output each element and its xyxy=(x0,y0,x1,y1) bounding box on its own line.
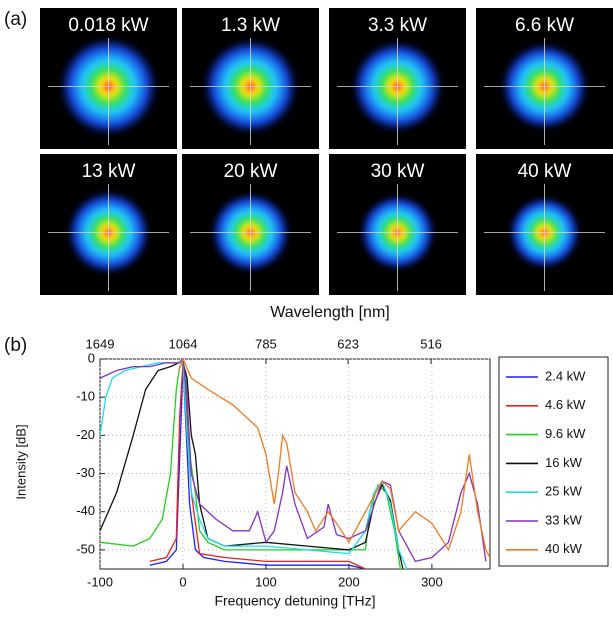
x2-axis-title: Wavelength [nm] xyxy=(270,304,389,321)
x-tick-label: 200 xyxy=(338,574,360,589)
beam-image: 1.3 kW xyxy=(182,8,319,149)
image-label: 40 kW xyxy=(518,161,572,182)
beam-image: 20 kW xyxy=(182,154,319,295)
y-axis-title: Intensity [dB] xyxy=(13,424,28,499)
panel-label: (b) xyxy=(4,335,27,356)
x-tick-label: 0 xyxy=(179,574,186,589)
beam-image: 13 kW xyxy=(40,154,177,295)
series-line xyxy=(100,362,404,569)
x-tick-label: 300 xyxy=(421,574,443,589)
beam-image: 40 kW xyxy=(476,154,613,295)
series-line xyxy=(100,362,408,569)
image-label: 20 kW xyxy=(224,161,278,182)
y-tick-label: -10 xyxy=(76,389,95,404)
beam-image: 30 kW xyxy=(329,154,466,295)
image-label: 0.018 kW xyxy=(68,15,148,36)
legend-box xyxy=(498,356,609,567)
legend-label: 33 kW xyxy=(545,512,583,527)
x2-tick-label: 516 xyxy=(420,336,442,351)
x-tick-label: 100 xyxy=(255,574,277,589)
y-tick-label: -20 xyxy=(76,427,95,442)
legend-label: 16 kW xyxy=(545,455,583,470)
legend-label: 4.6 kW xyxy=(545,397,586,412)
x2-tick-label: 785 xyxy=(255,336,277,351)
y-tick-label: -30 xyxy=(76,465,95,480)
plot-area xyxy=(100,359,490,569)
x-tick-label: -100 xyxy=(87,574,113,589)
beam-image: 3.3 kW xyxy=(329,8,466,149)
legend-label: 25 kW xyxy=(545,484,583,499)
x2-tick-label: 623 xyxy=(337,336,359,351)
x2-tick-label: 1064 xyxy=(169,336,198,351)
image-label: 1.3 kW xyxy=(221,15,280,36)
x2-tick-label: 1649 xyxy=(86,336,115,351)
beam-image: 6.6 kW xyxy=(476,8,613,149)
y-tick-label: -40 xyxy=(76,503,95,518)
beam-image: 0.018 kW xyxy=(40,8,177,149)
legend-label: 9.6 kW xyxy=(545,426,586,441)
series-line xyxy=(149,362,366,569)
x-axis-title: Frequency detuning [THz] xyxy=(214,593,375,609)
panel-label: (a) xyxy=(4,9,27,30)
legend-label: 2.4 kW xyxy=(545,368,586,383)
series-line xyxy=(178,359,490,558)
y-tick-label: 0 xyxy=(88,350,95,365)
series-line xyxy=(100,359,487,563)
legend-label: 40 kW xyxy=(545,541,583,556)
y-tick-label: -50 xyxy=(76,541,95,556)
image-label: 30 kW xyxy=(371,161,425,182)
image-label: 3.3 kW xyxy=(368,15,427,36)
image-label: 6.6 kW xyxy=(515,15,574,36)
image-label: 13 kW xyxy=(82,161,136,182)
